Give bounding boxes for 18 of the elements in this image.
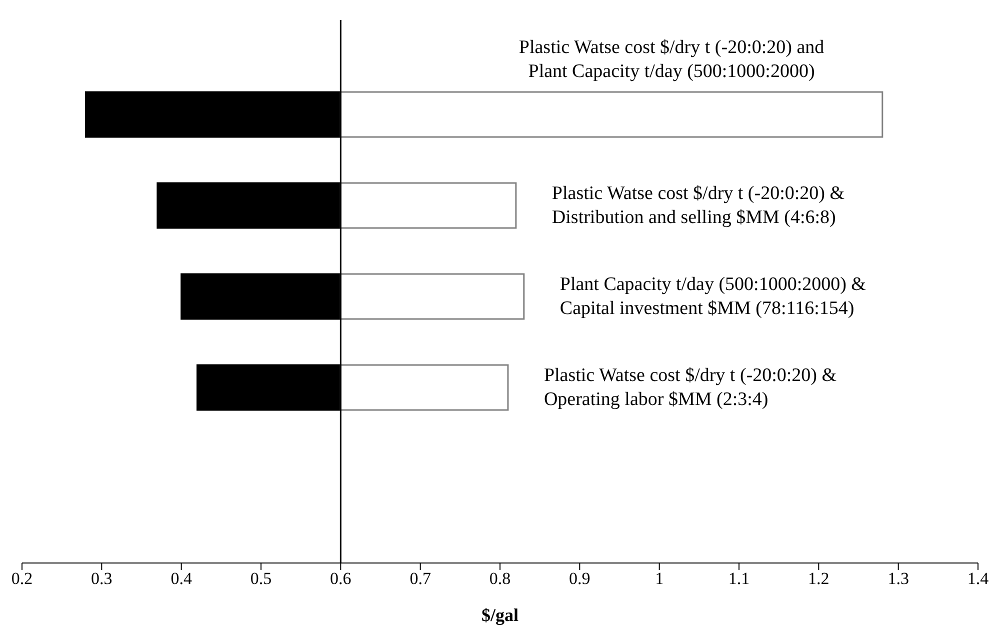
x-tick-label: 0.3: [91, 569, 112, 588]
x-tick-label: 1.4: [967, 569, 990, 588]
x-tick-label: 0.5: [250, 569, 272, 588]
x-tick-label: 0.4: [170, 569, 192, 588]
x-axis-title: $/gal: [481, 605, 519, 625]
annotation: Plastic Watse cost $/dry t (-20:0:20) & Distribution and selling $MM (4:6:8): [552, 182, 846, 230]
x-tick-label: 1.2: [808, 569, 830, 588]
x-tick-label: 1.3: [888, 569, 909, 588]
annotation: Plastic Watse cost $/dry t (-20:0:20) and Plant Capacity t/day (500:1000:2000): [518, 36, 826, 84]
x-tick-label: 1: [655, 569, 664, 588]
x-tick-label: 0.6: [330, 569, 352, 588]
annotation: Plastic Watse cost $/dry t (-20:0:20) & Operating labor $MM (2:3:4): [544, 364, 838, 412]
x-tick-label: 0.7: [410, 569, 432, 588]
x-tick-label: 0.8: [489, 569, 511, 588]
x-tick-label: 0.2: [11, 569, 33, 588]
x-tick-label: 0.9: [569, 569, 590, 588]
annotation: Plant Capacity t/day (500:1000:2000) & Capital investment $MM (78:116:154): [560, 272, 867, 320]
x-tick-label: 1.1: [728, 569, 750, 588]
